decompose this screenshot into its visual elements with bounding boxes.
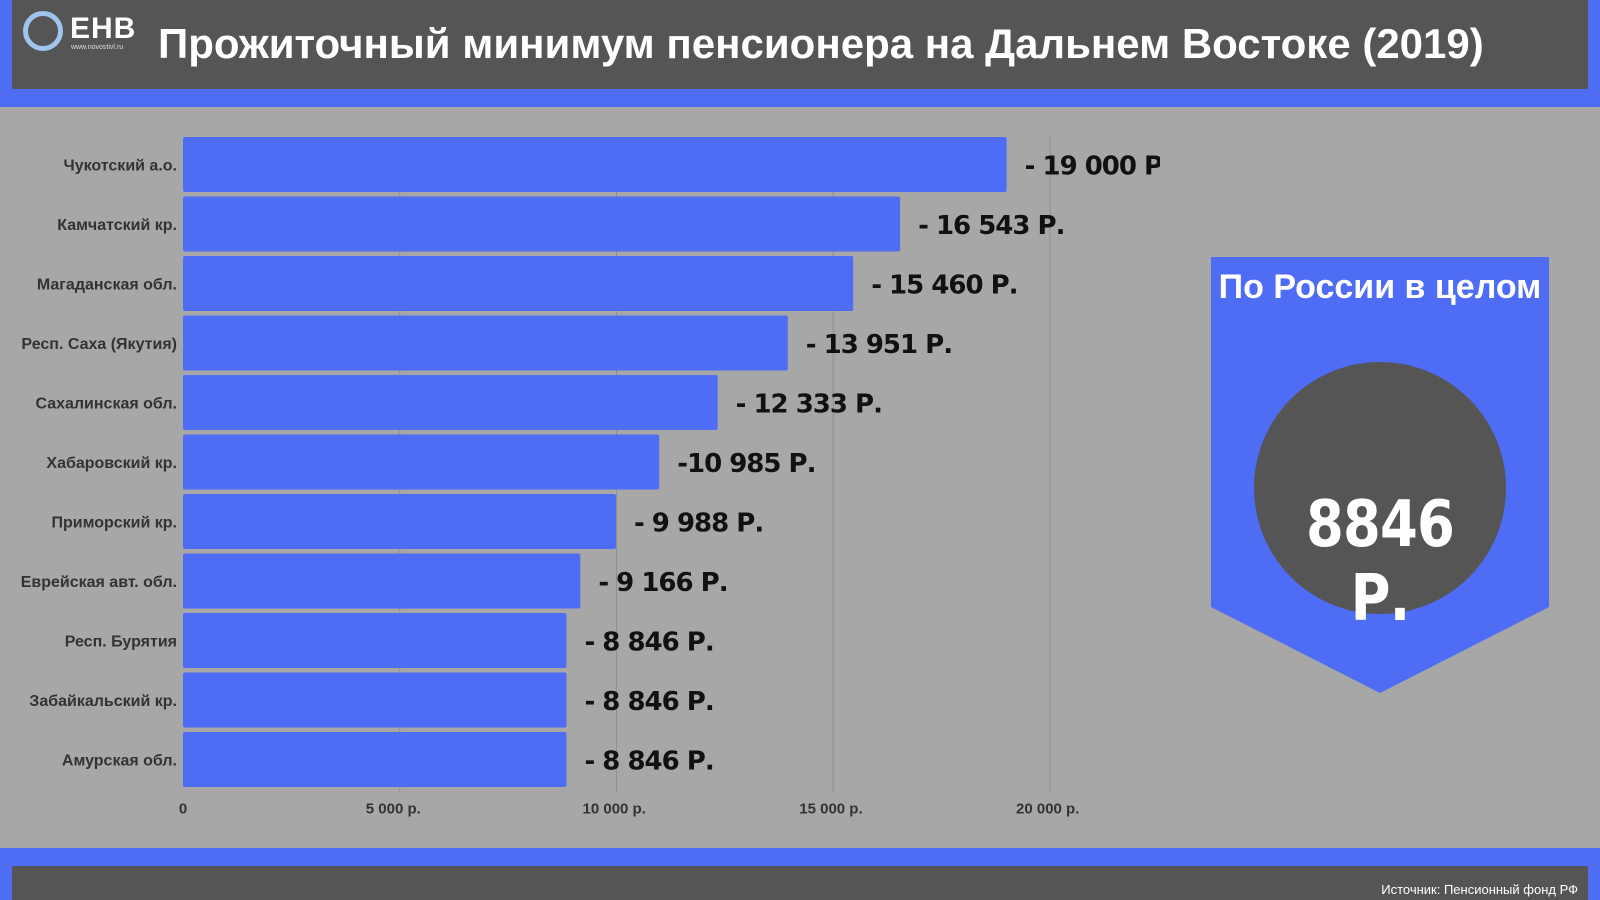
category-label: Еврейская авт. обл. — [21, 574, 177, 591]
bar — [183, 256, 854, 311]
category-label: Сахалинская обл. — [35, 396, 177, 413]
bar — [183, 315, 788, 371]
x-tick-label: 20 000 р. — [1016, 801, 1079, 818]
header-bar — [12, 0, 1588, 89]
category-label: Респ. Бурятия — [65, 634, 177, 651]
logo-ring-icon — [23, 11, 63, 51]
value-label: -10 985 Р. — [677, 449, 815, 479]
bar — [183, 137, 1007, 192]
bar — [183, 732, 567, 787]
bar — [183, 672, 567, 728]
category-label: Амурская обл. — [62, 753, 177, 770]
logo-text: ЕНВ — [70, 12, 137, 45]
bar — [183, 434, 660, 490]
bar — [183, 494, 616, 549]
logo-url: www.novostivl.ru — [71, 44, 124, 51]
summary-value: 8846 Р. — [1305, 488, 1455, 636]
category-label: Приморский кр. — [51, 515, 177, 532]
page-title: Прожиточный минимум пенсионера на Дальне… — [158, 20, 1484, 67]
value-label: - 19 000 Р. — [1025, 152, 1160, 182]
value-label: - 8 846 Р. — [584, 628, 713, 658]
value-label: - 9 166 Р. — [598, 568, 727, 598]
summary-badge — [1211, 257, 1549, 693]
bar — [183, 196, 901, 252]
category-label: Чукотский а.о. — [63, 158, 177, 175]
category-label: Камчатский кр. — [57, 217, 177, 234]
summary-circle — [1254, 362, 1506, 614]
x-tick-label: 10 000 р. — [583, 801, 646, 818]
bar — [183, 375, 718, 430]
x-tick-label: 15 000 р. — [799, 801, 862, 818]
category-label: Респ. Саха (Якутия) — [21, 336, 177, 353]
category-label: Хабаровский кр. — [46, 455, 177, 472]
bar — [183, 613, 567, 668]
value-label: - 13 951 Р. — [806, 330, 952, 360]
value-label: - 16 543 Р. — [918, 211, 1064, 241]
value-label: - 8 846 Р. — [584, 687, 713, 717]
value-label: - 8 846 Р. — [584, 747, 713, 777]
footer-bar — [12, 866, 1588, 900]
x-tick-label: 5 000 р. — [366, 801, 421, 818]
summary-label: По России в целом — [1218, 268, 1542, 306]
category-label: Забайкальский кр. — [29, 693, 177, 710]
x-tick-label: 0 — [179, 801, 187, 818]
source-note: Источник: Пенсионный фонд РФ — [1381, 882, 1578, 897]
category-label: Магаданская обл. — [37, 277, 177, 294]
value-label: - 9 988 Р. — [634, 509, 763, 539]
value-label: - 12 333 Р. — [736, 390, 882, 420]
bar — [183, 553, 581, 609]
value-label: - 15 460 Р. — [871, 271, 1017, 301]
bar-chart: Чукотский а.о. - 19 000 Р. Камчатский кр. -… — [21, 137, 1160, 818]
